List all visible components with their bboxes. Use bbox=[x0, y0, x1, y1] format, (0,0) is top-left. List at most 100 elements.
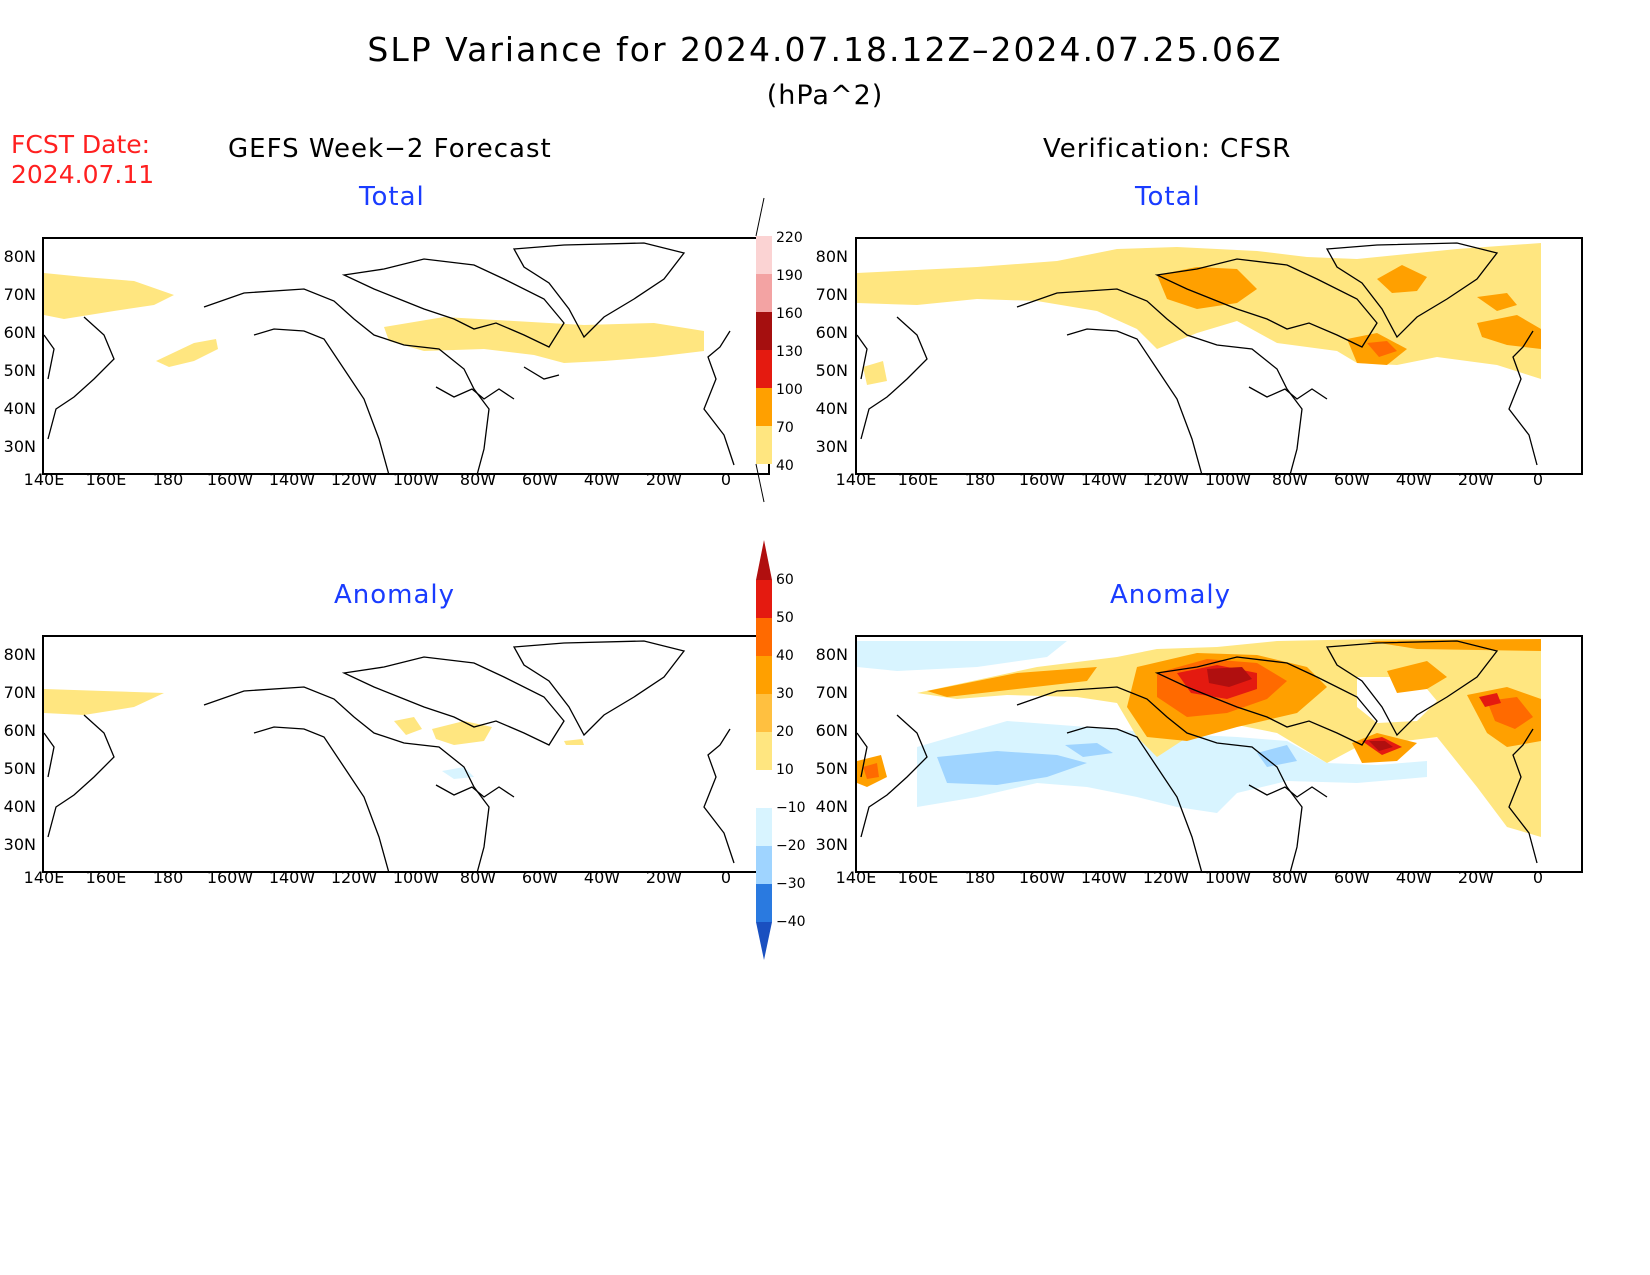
lat-label: 50N bbox=[815, 759, 848, 778]
lon-label: 20W bbox=[1457, 868, 1495, 887]
colorbar-anomaly-label: 50 bbox=[776, 610, 794, 626]
verification-total-contours bbox=[857, 242, 1541, 473]
lat-label: 40N bbox=[815, 797, 848, 816]
colorbar-total-swatches bbox=[755, 196, 772, 503]
lon-label: 140E bbox=[835, 868, 877, 887]
lat-label: 50N bbox=[815, 361, 848, 380]
lat-label: 40N bbox=[3, 797, 36, 816]
lon-label: 160E bbox=[897, 868, 939, 887]
lon-label: 0 bbox=[1532, 470, 1544, 489]
lat-label: 60N bbox=[3, 721, 36, 740]
bottom-right-panel-title: Anomaly bbox=[1110, 580, 1232, 610]
lat-label: 70N bbox=[815, 285, 848, 304]
lon-label: 120W bbox=[330, 470, 378, 489]
colorbar-total-label: 220 bbox=[776, 230, 803, 246]
colorbar-anomaly-label: −30 bbox=[776, 876, 806, 892]
anomaly-swatch bbox=[756, 580, 772, 618]
colorbar-anomaly-label: 20 bbox=[776, 724, 794, 740]
lon-label: 0 bbox=[720, 470, 732, 489]
anomaly-swatch bbox=[756, 770, 772, 808]
total-swatch bbox=[756, 274, 772, 312]
lon-label: 40W bbox=[583, 470, 621, 489]
lon-label: 60W bbox=[1333, 868, 1371, 887]
lon-label: 140W bbox=[268, 868, 316, 887]
anomaly-swatch bbox=[756, 656, 772, 694]
lon-label: 60W bbox=[1333, 470, 1371, 489]
colorbar-total-label: 70 bbox=[776, 420, 794, 436]
lon-label: 0 bbox=[720, 868, 732, 887]
lon-label: 180 bbox=[152, 868, 184, 887]
colorbar-anomaly-label: −10 bbox=[776, 800, 806, 816]
lon-label: 0 bbox=[1532, 868, 1544, 887]
lon-label: 100W bbox=[392, 868, 440, 887]
colorbar-anomaly-swatches bbox=[756, 540, 772, 960]
lon-label: 100W bbox=[392, 470, 440, 489]
lon-label: 60W bbox=[521, 868, 559, 887]
lon-label: 160W bbox=[206, 868, 254, 887]
lon-label: 180 bbox=[152, 470, 184, 489]
anomaly-swatch bbox=[756, 618, 772, 656]
lon-label: 140W bbox=[1080, 868, 1128, 887]
colorbar-anomaly-label: 10 bbox=[776, 762, 794, 778]
colorbar-total-label: 40 bbox=[776, 458, 794, 474]
map-panel-verification-anomaly bbox=[855, 635, 1583, 873]
colorbar-total-label: 160 bbox=[776, 306, 803, 322]
colorbar-anomaly-label: 30 bbox=[776, 686, 794, 702]
lon-label: 80W bbox=[459, 470, 497, 489]
lat-label: 40N bbox=[815, 399, 848, 418]
lon-label: 20W bbox=[645, 470, 683, 489]
lat-label: 50N bbox=[3, 361, 36, 380]
colorbar-total-label: 130 bbox=[776, 344, 803, 360]
units-label: (hPa^2) bbox=[766, 80, 884, 111]
figure-title: SLP Variance for 2024.07.18.12Z–2024.07.… bbox=[367, 30, 1283, 69]
lon-label: 160W bbox=[206, 470, 254, 489]
lon-label: 160E bbox=[85, 470, 127, 489]
lat-label: 30N bbox=[815, 437, 848, 456]
map-panel-verification-total bbox=[855, 237, 1583, 475]
lon-label: 140E bbox=[23, 470, 65, 489]
lon-label: 40W bbox=[1395, 868, 1433, 887]
lon-label: 140E bbox=[23, 868, 65, 887]
lon-label: 100W bbox=[1204, 470, 1252, 489]
lon-label: 160W bbox=[1018, 470, 1066, 489]
lat-label: 80N bbox=[3, 645, 36, 664]
lon-label: 160E bbox=[85, 868, 127, 887]
forecast-total-contours bbox=[44, 242, 735, 473]
lat-label: 70N bbox=[3, 683, 36, 702]
lat-label: 80N bbox=[815, 645, 848, 664]
colorbar-total-label: 190 bbox=[776, 268, 803, 284]
lat-label: 70N bbox=[3, 285, 36, 304]
colorbar-anomaly-label: −20 bbox=[776, 838, 806, 854]
anomaly-swatch bbox=[756, 846, 772, 884]
lon-label: 60W bbox=[521, 470, 559, 489]
lat-label: 80N bbox=[3, 247, 36, 266]
colorbar-anomaly-label: 40 bbox=[776, 648, 794, 664]
total-swatch bbox=[756, 312, 772, 350]
bottom-left-panel-title: Anomaly bbox=[334, 580, 456, 610]
colorbar-anomaly-label: 60 bbox=[776, 572, 794, 588]
lon-label: 160W bbox=[1018, 868, 1066, 887]
lat-label: 60N bbox=[815, 721, 848, 740]
lat-label: 60N bbox=[815, 323, 848, 342]
anomaly-swatch bbox=[756, 808, 772, 846]
fcst-date-value: 2024.07.11 bbox=[11, 160, 155, 189]
lon-label: 80W bbox=[459, 868, 497, 887]
lon-label: 100W bbox=[1204, 868, 1252, 887]
lon-label: 80W bbox=[1271, 470, 1309, 489]
map-panel-forecast-total bbox=[42, 237, 770, 475]
lat-label: 30N bbox=[3, 437, 36, 456]
lon-label: 180 bbox=[964, 470, 996, 489]
left-column-title: GEFS Week−2 Forecast bbox=[228, 134, 552, 164]
fcst-date-label: FCST Date: bbox=[11, 130, 151, 159]
lon-label: 180 bbox=[964, 868, 996, 887]
colorbar-total-label: 100 bbox=[776, 382, 803, 398]
lon-label: 20W bbox=[1457, 470, 1495, 489]
verification-anomaly-contours bbox=[857, 639, 1541, 871]
lon-label: 120W bbox=[1142, 868, 1190, 887]
lat-label: 80N bbox=[815, 247, 848, 266]
map-panel-forecast-anomaly bbox=[42, 635, 770, 873]
lon-label: 140E bbox=[835, 470, 877, 489]
lon-label: 40W bbox=[1395, 470, 1433, 489]
lat-label: 40N bbox=[3, 399, 36, 418]
anomaly-swatch bbox=[756, 732, 772, 770]
